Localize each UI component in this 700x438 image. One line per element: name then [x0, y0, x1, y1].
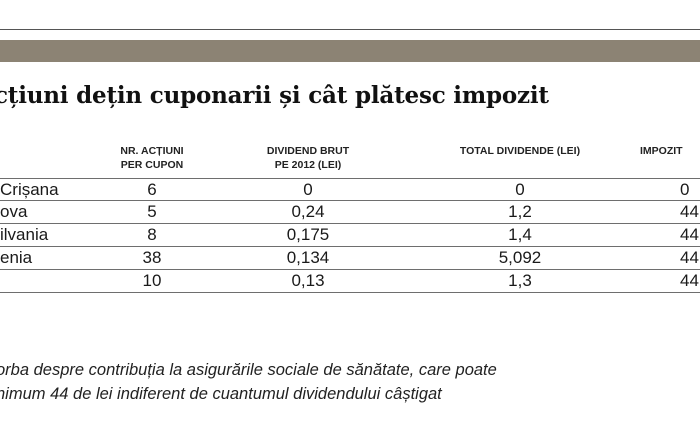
cell-impozit: 44: [680, 225, 699, 244]
cell-nr-actiuni: 10: [142, 271, 162, 290]
cell-impozit: 44: [680, 271, 699, 290]
cell-dividend-brut: 0: [303, 180, 313, 199]
header-nr-actiuni-line2: PER CUPON: [120, 159, 184, 171]
cell-nr-actiuni: 6: [147, 180, 157, 199]
table-row: 10 0,13 1,3 44: [0, 270, 700, 293]
table-title: cțiuni dețin cuponarii și cât plătesc im…: [0, 82, 549, 109]
cell-name: Crișana: [0, 180, 59, 199]
cell-dividend-brut: 0,24: [291, 202, 325, 221]
table-row: ova 5 0,24 1,2 44: [0, 201, 700, 224]
header-dividend-brut-line2: PE 2012 (LEI): [274, 159, 342, 171]
header-nr-actiuni-line1: NR. ACȚIUNI: [120, 145, 184, 157]
cell-total-dividende: 1,2: [508, 202, 532, 221]
header-impozit: IMPOZIT: [640, 145, 683, 157]
header-band: [0, 40, 700, 62]
cell-impozit: 0: [680, 180, 690, 199]
cell-name: ova: [0, 202, 28, 221]
cell-impozit: 44: [680, 248, 699, 267]
cell-total-dividende: 0: [515, 180, 525, 199]
cell-dividend-brut: 0,134: [286, 248, 330, 267]
footnote-line2: nimum 44 de lei indiferent de cuantumul …: [0, 385, 442, 403]
top-rule: [0, 29, 700, 30]
cell-name: ilvania: [0, 225, 49, 244]
cell-total-dividende: 5,092: [498, 248, 542, 267]
data-table: Crișana 6 0 0 0 ova 5 0,24 1,2 44 ilvani…: [0, 178, 700, 293]
cell-name: enia: [0, 248, 33, 267]
cell-dividend-brut: 0,175: [286, 225, 330, 244]
header-nr-actiuni: NR. ACȚIUNI PER CUPON: [112, 144, 192, 172]
cell-nr-actiuni: 8: [147, 225, 157, 244]
footnote: orba despre contribuția la asigurările s…: [0, 358, 497, 406]
header-dividend-brut: DIVIDEND BRUT PE 2012 (LEI): [252, 144, 364, 172]
cell-total-dividende: 1,4: [508, 225, 532, 244]
cell-dividend-brut: 0,13: [291, 271, 325, 290]
cell-nr-actiuni: 38: [142, 248, 162, 267]
footnote-line1: orba despre contribuția la asigurările s…: [0, 361, 497, 379]
header-total-dividende: TOTAL DIVIDENDE (LEI): [459, 145, 581, 157]
cell-impozit: 44: [680, 202, 699, 221]
header-dividend-brut-line1: DIVIDEND BRUT: [266, 145, 350, 157]
table-row: ilvania 8 0,175 1,4 44: [0, 224, 700, 247]
table-row: enia 38 0,134 5,092 44: [0, 247, 700, 270]
cell-nr-actiuni: 5: [147, 202, 157, 221]
table-row: Crișana 6 0 0 0: [0, 178, 700, 201]
cell-total-dividende: 1,3: [508, 271, 532, 290]
